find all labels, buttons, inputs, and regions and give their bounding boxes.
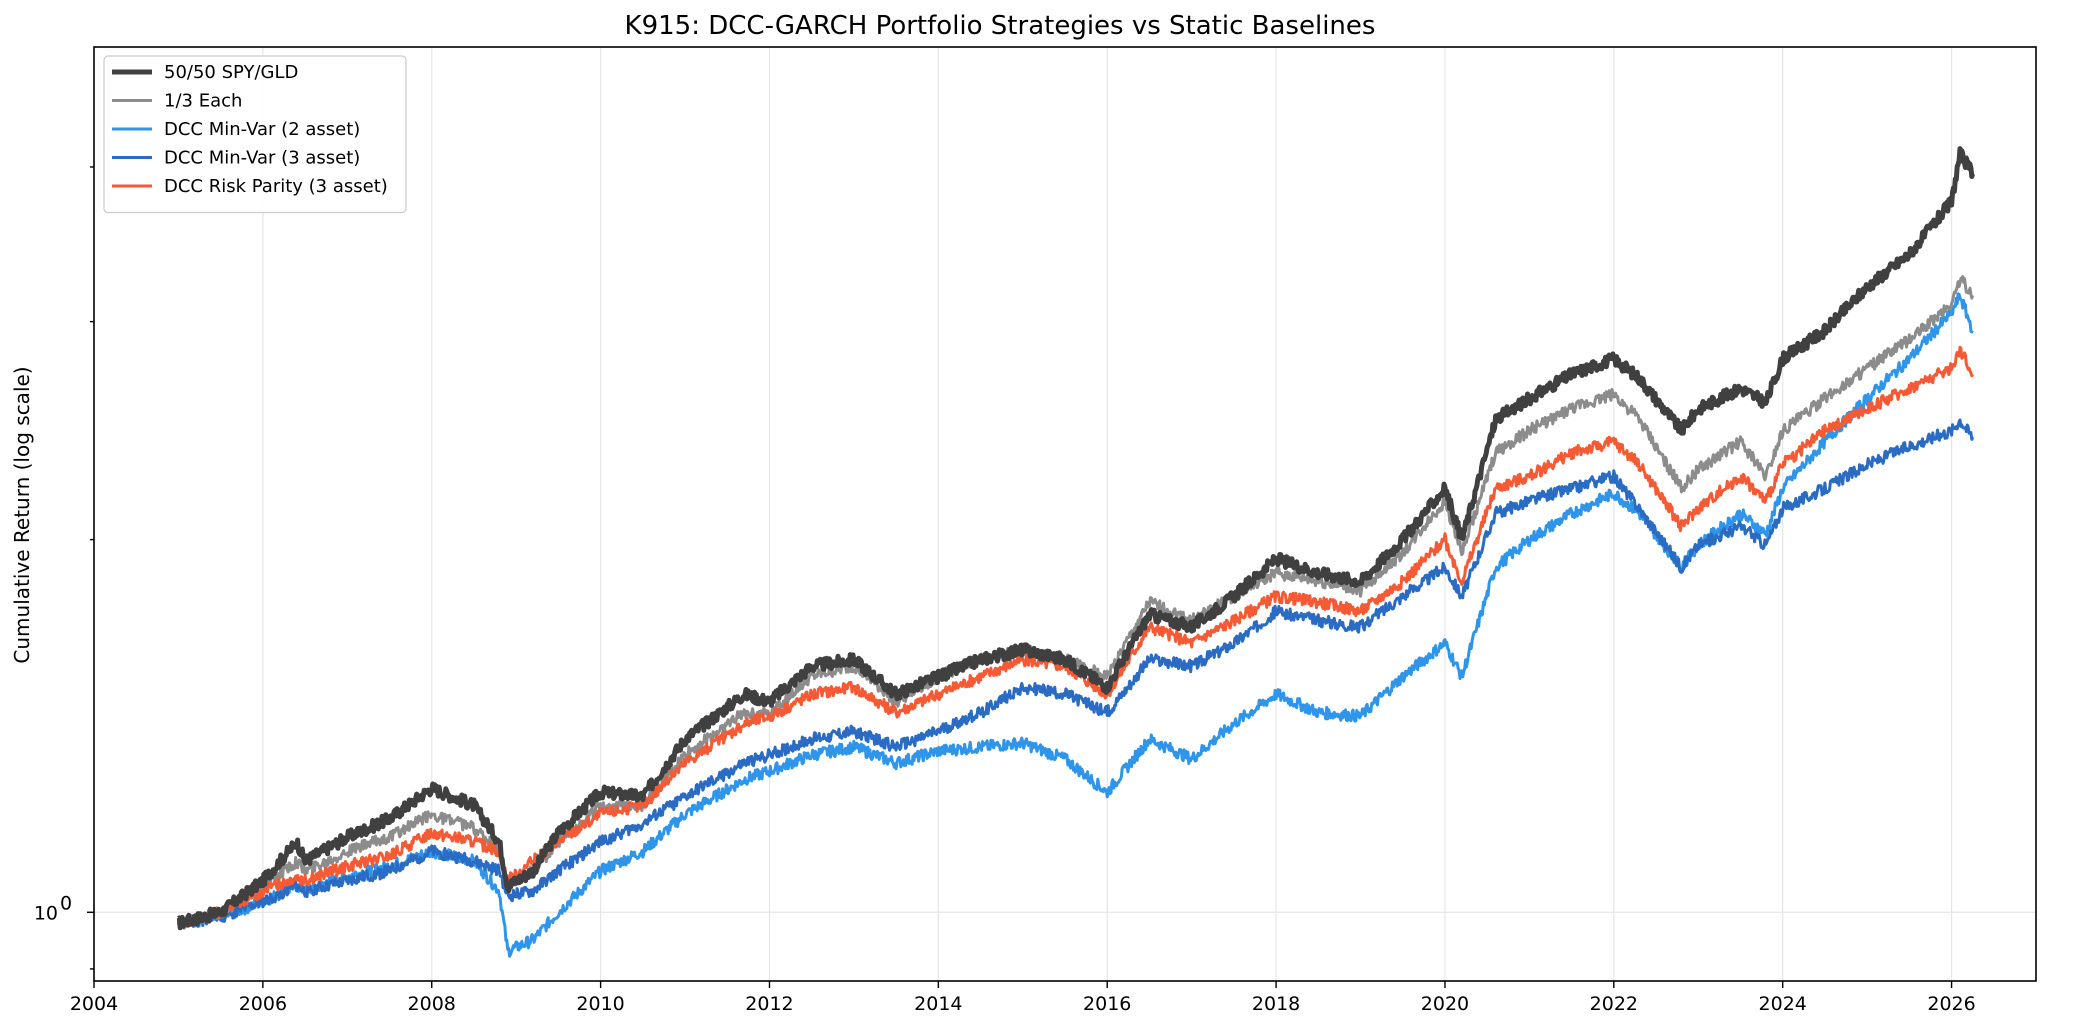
x-tick-label: 2004 [70,993,118,1015]
legend-box [103,55,407,214]
x-tick-label: 2024 [1759,993,1807,1015]
series-line [176,275,1975,931]
x-tick-label: 2022 [1590,993,1638,1015]
y-tick-label: 10 [34,902,58,924]
x-tick-label: 2012 [745,993,793,1015]
series-line [176,418,1975,929]
series-line [176,146,1976,931]
legend-label: 1/3 Each [164,91,242,112]
legend: 50/50 SPY/GLD 1/3 Each DCC Min-Var (2 asse… [103,55,407,214]
x-tick-label: 2006 [239,993,287,1015]
y-axis-label: Cumulative Return (log scale) [10,366,34,663]
x-tick-label: 2020 [1421,993,1469,1015]
series-line [177,345,1974,929]
legend-label: DCC Risk Parity (3 asset) [164,176,388,197]
x-tick-label: 2010 [576,993,624,1015]
plot-area-frame [93,46,2037,982]
x-tick-label: 2018 [1252,993,1300,1015]
series-lines [176,146,1976,958]
x-tick-label: 2016 [1083,993,1131,1015]
x-tick-label: 2026 [1927,993,1975,1015]
legend-label: 50/50 SPY/GLD [164,62,298,83]
legend-label: DCC Min-Var (3 asset) [164,148,360,169]
legend-label: DCC Min-Var (2 asset) [164,119,360,140]
y-tick-label-exponent: 0 [60,892,72,914]
x-axis-ticks: 2004 2006 2008 2010 2012 2014 2016 2018 2020 2022… [70,981,1976,1015]
x-tick-label: 2014 [914,993,962,1015]
y-axis-ticks: 10 0 [34,166,94,970]
chart-title: K915: DCC-GARCH Portfolio Strategies vs … [625,11,1376,41]
x-tick-label: 2008 [408,993,456,1015]
